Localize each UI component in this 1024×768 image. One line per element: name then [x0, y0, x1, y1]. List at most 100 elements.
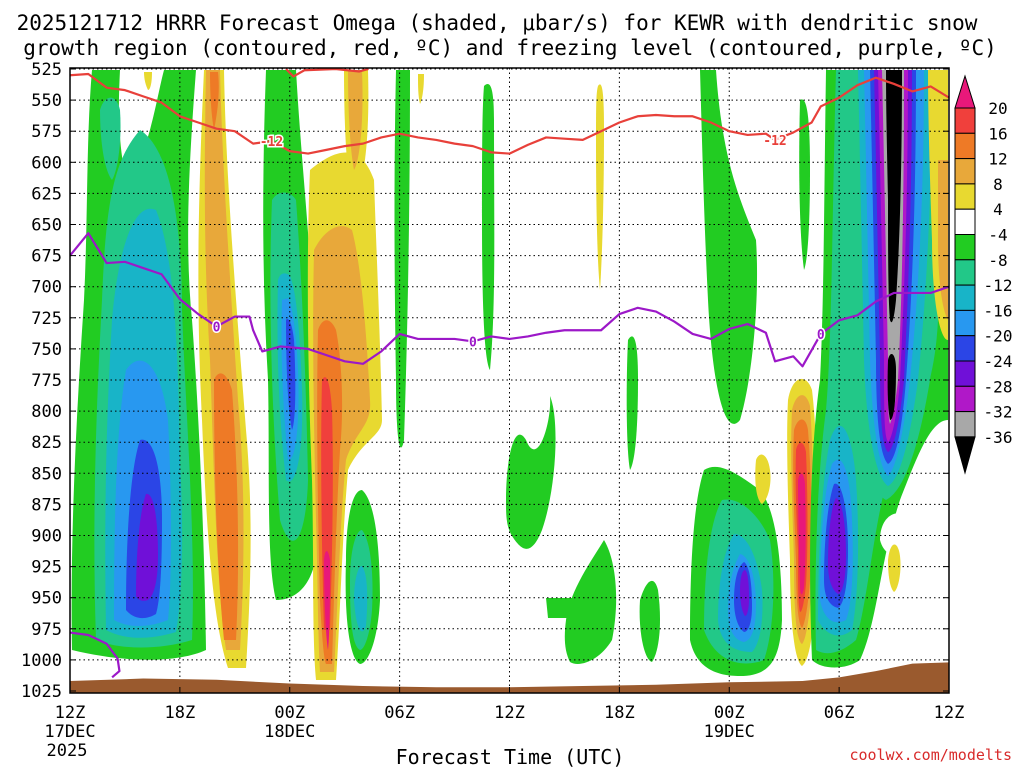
omega-region-amber	[938, 160, 948, 320]
omega-region-white	[880, 513, 913, 556]
y-tick-label: 900	[31, 527, 62, 547]
contour-label: -12	[260, 135, 283, 150]
omega-region-orange	[210, 72, 219, 130]
omega-region-purple	[740, 570, 749, 616]
colorbar-swatch	[954, 385, 976, 413]
omega-region-green	[639, 580, 660, 662]
colorbar-label: -24	[984, 352, 1013, 371]
terrain-fill	[70, 662, 949, 693]
colorbar-label: -36	[984, 428, 1013, 447]
grid-lines	[70, 68, 949, 693]
omega-region-green	[564, 540, 617, 664]
colorbar-cap-bottom	[954, 436, 976, 475]
colorbar-label: -12	[984, 276, 1013, 295]
colorbar-swatch	[954, 360, 976, 387]
colorbar-label: 4	[993, 200, 1003, 219]
omega-region-green	[482, 83, 495, 370]
omega-region-green	[394, 70, 410, 448]
x-tick-date-label: 18DEC	[264, 722, 315, 742]
y-tick-label: 725	[31, 309, 62, 329]
omega-region-green	[546, 598, 572, 618]
omega-region-yellow	[596, 84, 604, 291]
y-tick-label: 700	[31, 278, 62, 298]
colorbar-label: 16	[988, 124, 1007, 143]
y-tick-label: 1000	[21, 651, 62, 671]
y-tick-label: 800	[31, 402, 62, 422]
omega-region-yellow	[755, 454, 771, 504]
contour-line	[70, 631, 121, 679]
contour-label: 0	[817, 328, 825, 343]
y-tick-label: 525	[31, 60, 62, 80]
chart-title-line2: growth region (contoured, red, ºC) and f…	[23, 36, 997, 60]
contour-label: 0	[469, 335, 477, 350]
colorbar-swatch	[954, 132, 976, 160]
omega-region-purple	[136, 493, 158, 601]
x-tick-label: 00Z	[274, 703, 305, 723]
omega-region-yellow	[418, 74, 424, 104]
x-tick-label: 18Z	[165, 703, 196, 723]
omega-region-black	[887, 354, 896, 420]
terrain-layer	[70, 662, 949, 693]
x-tick-label: 00Z	[714, 703, 745, 723]
y-tick-label: 925	[31, 558, 62, 578]
contour-layer: -12 -12 0 0 0	[70, 68, 949, 679]
x-tick-date-label: 19DEC	[704, 722, 755, 742]
colorbar-label: -28	[984, 377, 1013, 396]
y-tick-label: 825	[31, 433, 62, 453]
colorbar-swatch	[954, 284, 976, 311]
y-tick-label: 650	[31, 216, 62, 236]
colorbar-swatch	[954, 208, 976, 235]
y-tick-label: 775	[31, 371, 62, 391]
colorbar-label: -20	[984, 327, 1013, 346]
colorbar-swatch	[954, 259, 976, 286]
omega-region-magenta	[324, 551, 330, 650]
x-tick-label: 12Z	[55, 703, 86, 723]
omega-region-green	[700, 70, 758, 424]
contour-line	[285, 68, 369, 78]
x-tick-label: 06Z	[384, 703, 415, 723]
y-tick-label: 975	[31, 620, 62, 640]
omega-region-green	[799, 99, 810, 270]
colorbar-cap-top	[954, 74, 976, 109]
colorbar-label: -32	[984, 403, 1013, 422]
x-axis-title: Forecast Time (UTC)	[396, 745, 625, 768]
colorbar-swatch	[954, 411, 976, 438]
credit-text: coolwx.com/modelts	[849, 746, 1012, 764]
omega-region-purple	[828, 498, 846, 594]
colorbar-swatch	[954, 234, 976, 261]
y-tick-label: 950	[31, 589, 62, 609]
colorbar-swatch	[954, 309, 976, 337]
omega-shading	[71, 70, 948, 680]
x-tick-label: 12Z	[494, 703, 525, 723]
x-tick-label: 12Z	[934, 703, 965, 723]
y-tick-label: 625	[31, 184, 62, 204]
y-tick-label: 600	[31, 153, 62, 173]
y-tick-label: 750	[31, 340, 62, 360]
colorbar-label: 20	[988, 99, 1007, 118]
x-tick-date-label: 17DEC	[44, 722, 95, 742]
y-tick-label: 550	[31, 91, 62, 111]
contour-label: 0	[213, 321, 221, 336]
colorbar-label: -8	[988, 251, 1007, 270]
omega-region-teal	[100, 97, 121, 180]
colorbar-swatch	[954, 335, 976, 362]
omega-region-yellow	[144, 72, 152, 90]
omega-region-cyan	[354, 566, 368, 632]
y-tick-label: 875	[31, 495, 62, 515]
omega-region-green	[626, 336, 638, 470]
colorbar-swatch	[954, 107, 976, 134]
colorbar-label: -4	[988, 226, 1007, 245]
omega-region-black	[886, 70, 902, 323]
omega-region-orange	[214, 373, 239, 640]
contour-line	[70, 232, 949, 368]
y-tick-label: 1025	[21, 682, 62, 702]
colorbar-swatch	[954, 183, 976, 210]
y-tick-label: 575	[31, 122, 62, 142]
x-tick-label: 18Z	[604, 703, 635, 723]
contour-line	[70, 72, 949, 155]
colorbar-label: 12	[988, 150, 1007, 169]
colorbar: 20 16 12 8 4 -4 -8 -12 -16 -20 -24 -28 -32 -36	[954, 74, 1013, 475]
